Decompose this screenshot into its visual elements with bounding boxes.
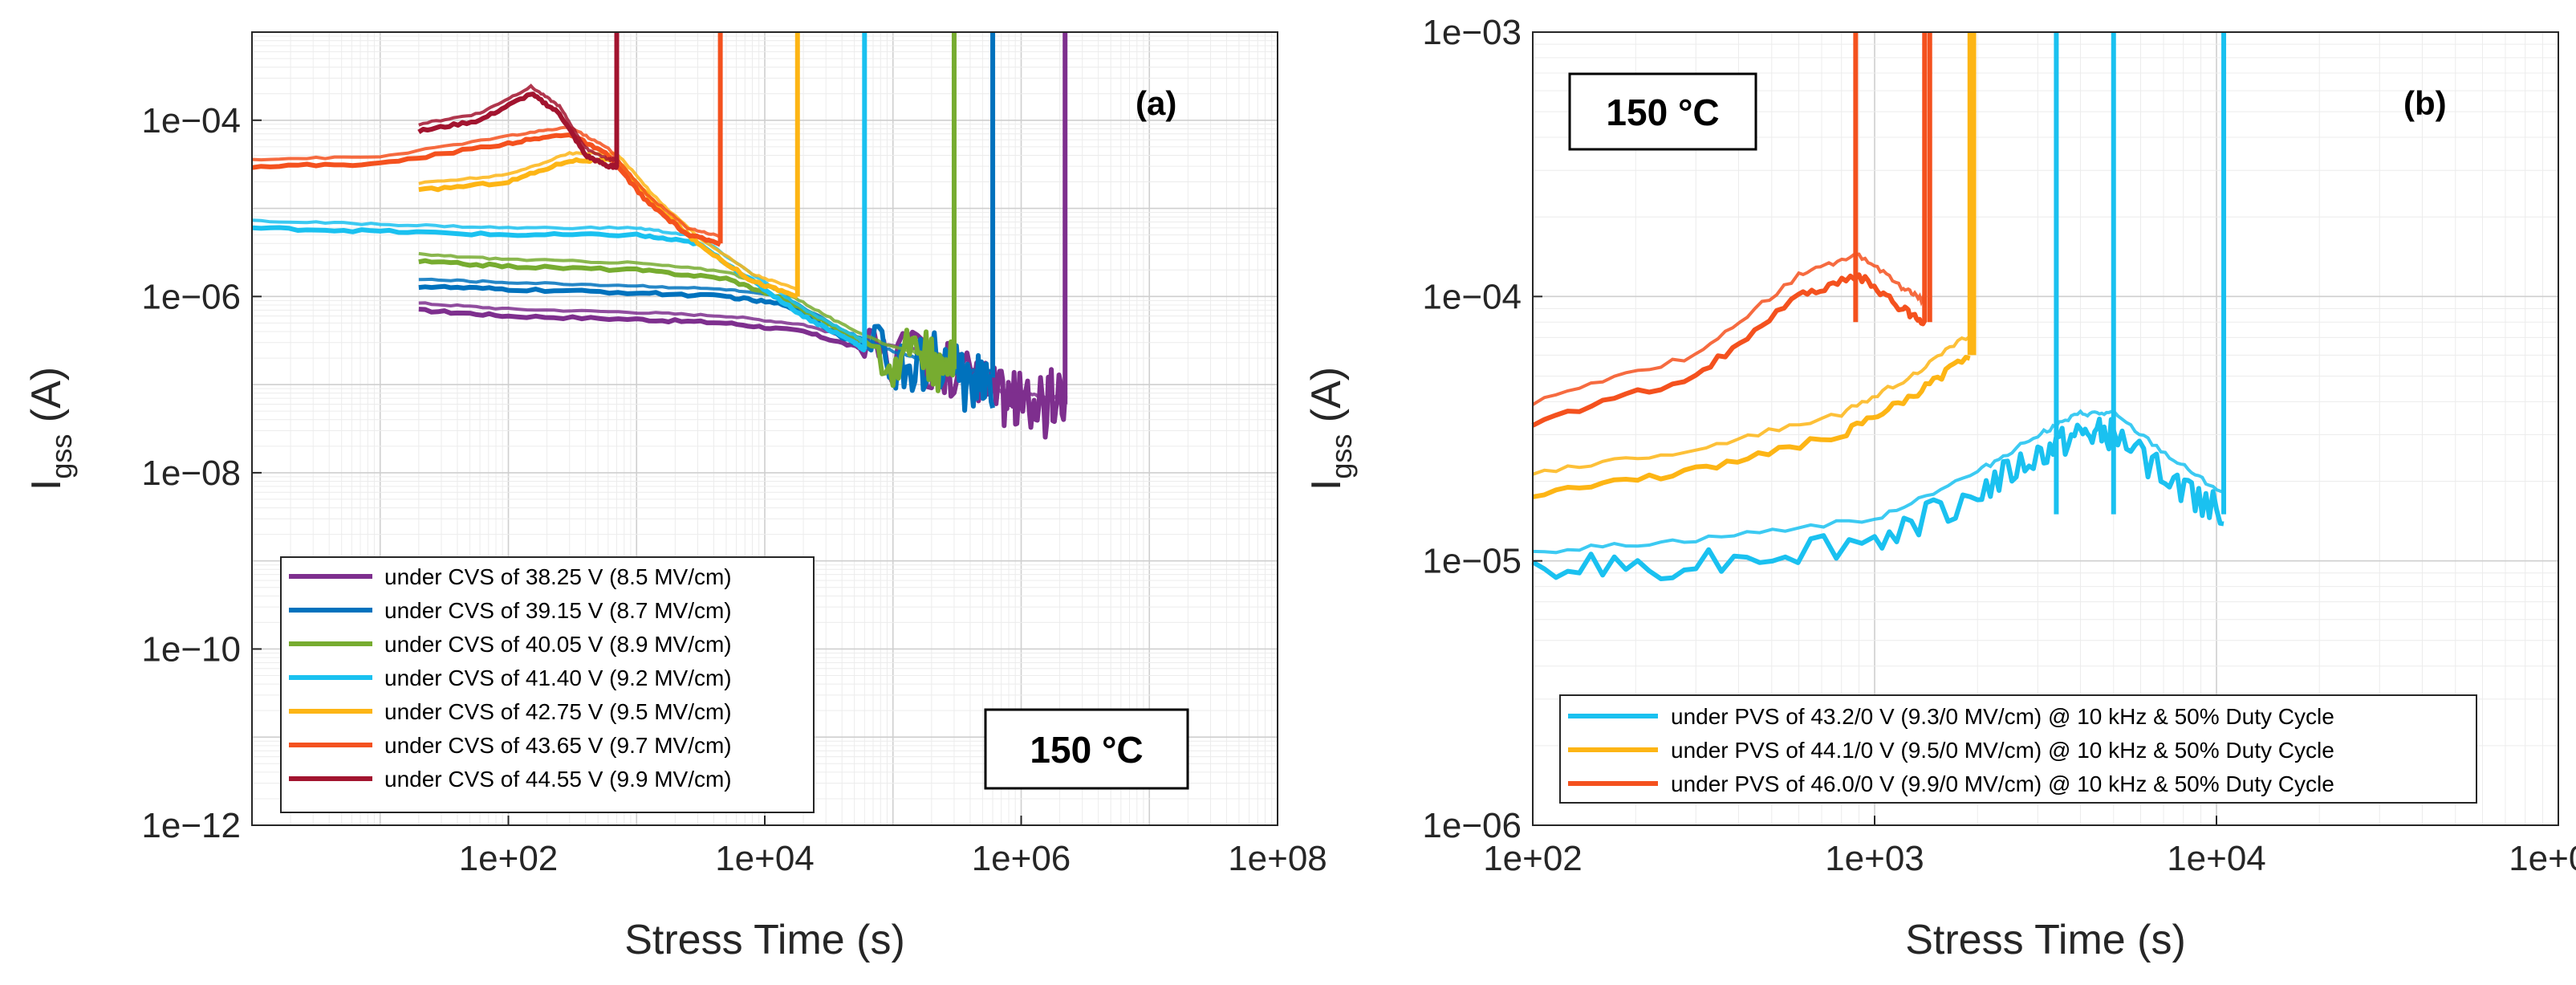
y-tick-label: 1e−04: [141, 101, 241, 140]
legend-label: under CVS of 41.40 V (9.2 MV/cm): [384, 665, 732, 690]
panel-a-annotation-box: [984, 708, 1189, 790]
panel-a-xlabel: Stress Time (s): [624, 917, 905, 963]
panel-b-annotation-box: [1568, 72, 1757, 151]
legend-label: under PVS of 46.0/0 V (9.9/0 MV/cm) @ 10…: [1671, 771, 2334, 796]
series-line-secondary: [1532, 335, 1971, 476]
panel-a-ylabel: Igss (A): [23, 367, 78, 490]
y-tick-label: 1e−05: [1422, 542, 1522, 581]
series-crimson: [417, 32, 620, 170]
panel-b-ticks: 1e+02 1e+03 1e+04 1e+05 1e−06 1e−05 1e−04 1e−03: [1422, 13, 2576, 878]
series-line-secondary: [418, 150, 798, 292]
legend-label: under PVS of 43.2/0 V (9.3/0 MV/cm) @ 10…: [1671, 704, 2334, 729]
legend-label: under CVS of 39.15 V (8.7 MV/cm): [384, 598, 732, 623]
y-tick-label: 1e−06: [1422, 806, 1522, 845]
series-orange: [1531, 32, 1932, 428]
series-yellow: [1532, 32, 1977, 499]
y-tick-label: 1e−06: [141, 277, 241, 316]
panel-b-ylabel-main: I: [1303, 479, 1350, 490]
series-line-secondary: [1532, 409, 2225, 555]
panel-b-annotation: 150 °C: [1568, 72, 1757, 151]
series-line: [1531, 272, 1927, 428]
series-orange: [251, 32, 723, 247]
panel-a-ticks: 1e+02 1e+04 1e+06 1e+08 1e−12 1e−10 1e−08 1e−06…: [141, 101, 1327, 878]
panel-a-series: [251, 32, 1068, 440]
y-tick-label: 1e−08: [141, 454, 241, 493]
panel-a-ylabel-unit: (A): [23, 367, 70, 434]
x-tick-label: 1e+04: [715, 839, 815, 878]
panel-b-axes-box: [1532, 31, 2559, 826]
panel-a-annotation: 150 °C: [984, 708, 1189, 790]
y-tick-label: 1e−10: [141, 629, 241, 669]
x-tick-label: 1e+02: [459, 839, 559, 878]
series-line-secondary: [1531, 252, 1927, 406]
panel-b-legend: under PVS of 43.2/0 V (9.3/0 MV/cm) @ 10…: [1559, 694, 2477, 804]
panel-a-temperature: 150 °C: [1030, 729, 1143, 771]
x-tick-label: 1e+03: [1825, 839, 1924, 878]
panel-b-series: [1531, 32, 2227, 581]
panel-a-ylabel-sub: gss: [45, 434, 78, 479]
series-line: [417, 92, 620, 170]
series-line: [1531, 417, 2225, 581]
legend-label: under CVS of 42.75 V (9.5 MV/cm): [384, 699, 732, 724]
series-line: [251, 132, 721, 247]
legend-label: under CVS of 44.55 V (9.9 MV/cm): [384, 767, 732, 792]
series-line: [1532, 355, 1971, 499]
panel-b-plot-area: [1533, 32, 2558, 825]
legend-label: under CVS of 38.25 V (8.5 MV/cm): [384, 564, 732, 589]
series-purple: [418, 32, 1068, 440]
panel-b: 1e+02 1e+03 1e+04 1e+05 1e−06 1e−05 1e−04 1e−03…: [1303, 13, 2576, 963]
legend-label: under CVS of 40.05 V (8.9 MV/cm): [384, 632, 732, 657]
series-line-secondary: [418, 83, 618, 164]
panel-b-xlabel: Stress Time (s): [1905, 917, 2186, 963]
y-tick-label: 1e−03: [1422, 13, 1522, 52]
panel-b-legend-box: [1559, 694, 2477, 804]
panel-b-label: (b): [2403, 84, 2447, 122]
panel-a-label: (a): [1136, 84, 1176, 122]
panel-b-temperature: 150 °C: [1606, 92, 1719, 133]
series-cyan: [1531, 32, 2227, 581]
x-tick-label: 1e+08: [1228, 839, 1327, 878]
panel-a-ylabel-main: I: [23, 479, 70, 490]
panel-a-legend-box: [280, 556, 815, 813]
x-tick-label: 1e+02: [1483, 839, 1583, 878]
panel-a-legend: under CVS of 38.25 V (8.5 MV/cm) under CV…: [280, 556, 815, 813]
panel-b-ylabel-unit: (A): [1303, 367, 1350, 434]
y-tick-label: 1e−12: [141, 806, 241, 845]
y-tick-label: 1e−04: [1422, 277, 1522, 316]
series-line-secondary: [418, 301, 1066, 400]
panel-a: 1e+02 1e+04 1e+06 1e+08 1e−12 1e−10 1e−08 1e−06…: [23, 31, 1327, 963]
panel-b-grid: [1532, 32, 2558, 826]
panel-b-ylabel: Igss (A): [1303, 367, 1358, 490]
legend-label: under PVS of 44.1/0 V (9.5/0 MV/cm) @ 10…: [1671, 738, 2334, 763]
x-tick-label: 1e+04: [2167, 839, 2266, 878]
x-tick-label: 1e+06: [972, 839, 1071, 878]
panel-b-ylabel-sub: gss: [1325, 434, 1358, 479]
series-line-secondary: [251, 125, 721, 238]
x-tick-label: 1e+05: [2509, 839, 2576, 878]
legend-label: under CVS of 43.65 V (9.7 MV/cm): [384, 733, 732, 758]
